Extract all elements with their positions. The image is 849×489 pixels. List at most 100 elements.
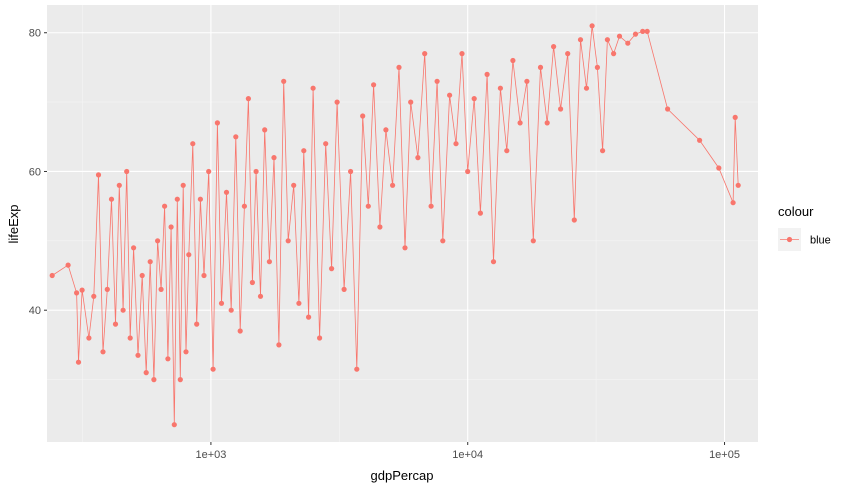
- data-point: [510, 57, 516, 64]
- series-layer: [49, 23, 741, 428]
- data-point: [465, 168, 471, 175]
- data-point: [434, 78, 440, 84]
- data-point: [266, 259, 272, 265]
- data-point: [95, 172, 102, 178]
- data-point: [583, 85, 590, 91]
- data-point: [171, 422, 177, 428]
- data-point: [210, 366, 216, 372]
- data-point: [390, 182, 396, 188]
- data-point: [735, 182, 741, 188]
- data-point: [116, 182, 122, 188]
- data-point: [197, 196, 203, 202]
- data-point: [257, 293, 264, 299]
- data-point: [206, 168, 212, 175]
- data-point: [371, 82, 377, 88]
- y-tick-label: 60: [29, 166, 41, 178]
- data-point: [697, 137, 703, 143]
- data-point: [165, 356, 171, 362]
- series-line-blue: [51, 25, 739, 425]
- data-point: [271, 155, 277, 161]
- data-point: [365, 203, 371, 209]
- data-point: [281, 78, 287, 84]
- legend-key-point: [786, 236, 793, 243]
- data-point: [233, 134, 239, 140]
- x-tick-label: 1e+04: [452, 449, 483, 461]
- data-point: [228, 307, 234, 313]
- data-point: [459, 51, 465, 57]
- data-point: [124, 168, 130, 175]
- data-point: [162, 203, 168, 209]
- y-tick-label: 80: [29, 28, 41, 40]
- y-axis-title: lifeExp: [6, 204, 21, 243]
- data-point: [453, 141, 459, 147]
- data-point: [396, 64, 402, 70]
- legend: colour blue: [778, 204, 831, 251]
- data-point: [249, 279, 255, 286]
- data-point: [131, 245, 137, 251]
- data-point: [334, 99, 340, 105]
- data-point: [139, 272, 145, 279]
- data-point: [147, 259, 153, 265]
- data-point: [348, 168, 354, 175]
- data-point: [323, 141, 329, 147]
- data-point: [174, 196, 180, 202]
- data-point: [79, 287, 85, 293]
- data-point: [577, 37, 584, 43]
- data-point: [544, 120, 550, 126]
- data-point: [214, 120, 220, 126]
- data-point: [447, 92, 453, 98]
- data-point: [402, 245, 408, 251]
- data-point: [74, 290, 80, 296]
- x-tick-label: 1e+05: [709, 449, 740, 461]
- legend-label-blue: blue: [810, 235, 831, 247]
- data-point: [127, 335, 133, 341]
- data-point: [383, 127, 389, 133]
- data-point: [65, 262, 71, 268]
- data-point: [75, 359, 82, 365]
- series-points-blue: [49, 23, 741, 428]
- data-point: [565, 51, 571, 57]
- data-point: [329, 266, 335, 272]
- data-point: [571, 217, 577, 223]
- data-point: [201, 272, 207, 279]
- data-point: [616, 33, 623, 39]
- data-point: [223, 189, 230, 195]
- data-point: [354, 366, 360, 372]
- data-point: [360, 113, 366, 119]
- data-point: [524, 78, 530, 84]
- y-axis: 40 60 80: [29, 28, 47, 317]
- data-point: [291, 182, 297, 188]
- data-point: [551, 44, 557, 50]
- data-point: [477, 210, 483, 216]
- data-point: [237, 328, 243, 334]
- data-point: [183, 349, 189, 355]
- data-point: [186, 252, 192, 258]
- data-point: [484, 71, 490, 77]
- data-point: [120, 307, 126, 313]
- data-point: [86, 335, 92, 341]
- panel-background: [47, 5, 758, 442]
- data-point: [517, 120, 523, 126]
- data-point: [100, 349, 106, 355]
- data-point: [665, 106, 671, 112]
- data-point: [408, 99, 414, 105]
- data-point: [471, 96, 477, 102]
- minor-gridlines: [47, 5, 758, 442]
- data-point: [490, 259, 497, 265]
- data-point: [112, 321, 119, 327]
- legend-title: colour: [778, 204, 814, 219]
- data-point: [730, 200, 736, 206]
- data-point: [177, 377, 183, 383]
- data-point: [537, 64, 544, 70]
- data-point: [49, 272, 55, 279]
- data-point: [428, 203, 434, 209]
- data-point: [168, 224, 174, 230]
- data-point: [276, 342, 282, 348]
- data-point: [306, 314, 312, 320]
- data-point: [108, 196, 115, 202]
- data-point: [644, 28, 650, 34]
- data-point: [245, 96, 251, 102]
- data-point: [640, 28, 646, 34]
- data-point: [317, 335, 323, 341]
